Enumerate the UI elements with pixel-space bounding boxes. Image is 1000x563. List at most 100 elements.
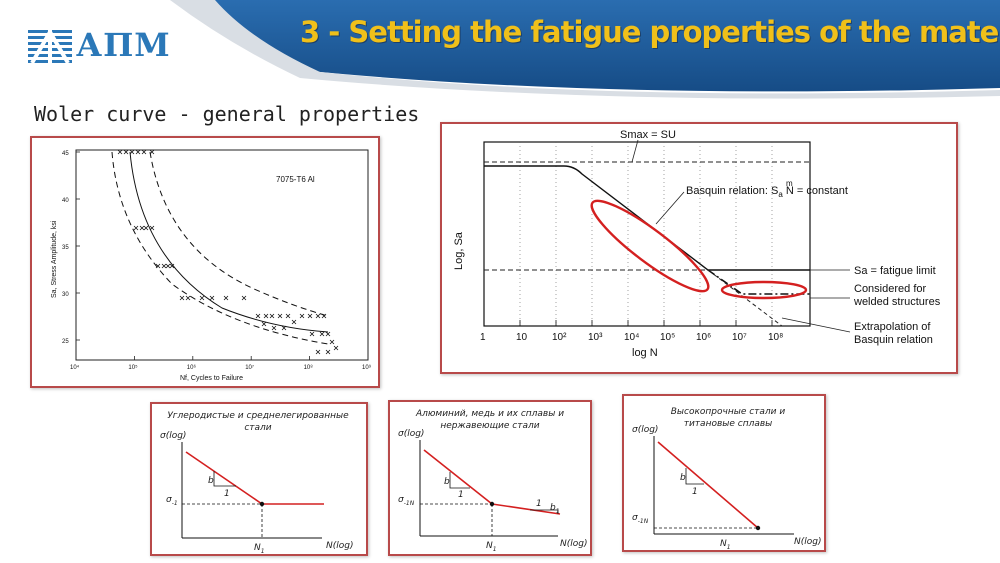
log-sn-diagram: 1 10 10² 10³ 10⁴ 10⁵ 10⁶ 10⁷ 10⁸ Smax = SU Log, … (453, 129, 941, 359)
woler-test-point (325, 349, 331, 355)
woler-xtick: 10⁸ (304, 364, 314, 371)
woler-test-point (321, 313, 327, 319)
mini-chart-carbon-steel: Углеродистые и среднелегированные стали … (150, 402, 368, 556)
woler-test-point (261, 321, 267, 327)
log-xtick: 10 (516, 332, 528, 343)
mini1-slope (185, 451, 263, 505)
smax-label: Smax = SU (620, 129, 676, 141)
woler-test-point (325, 331, 331, 337)
mini3-b: b (680, 473, 686, 483)
woler-test-point (149, 225, 155, 231)
apm-logo-icon (28, 30, 72, 64)
log-xtick: 10⁴ (624, 332, 639, 343)
basquin-leader (655, 191, 685, 225)
woler-test-point (269, 313, 275, 319)
basquin-ellipse (590, 199, 710, 293)
woler-ytick: 25 (62, 339, 69, 345)
extrapolation-label-1: Extrapolation of (854, 321, 931, 333)
slide-title: 3 - Setting the fatigue properties of th… (300, 15, 1000, 49)
woler-scatter-panel: 7075-T6 Al Sa, Stress Amplitude, ksi Nf,… (30, 136, 380, 388)
mini2-one-b: 1 (536, 499, 542, 509)
woler-test-point (285, 313, 291, 319)
welded-label-1: Considered for (854, 283, 926, 295)
mini3-xlabel: N(log) (794, 537, 821, 547)
woler-test-point (135, 149, 141, 155)
woler-test-point (179, 295, 185, 301)
woler-test-point (309, 331, 315, 337)
woler-test-point (315, 349, 321, 355)
woler-test-point (271, 325, 277, 331)
woler-test-point (161, 263, 167, 269)
woler-test-point (291, 319, 297, 325)
mini2-title-2: нержавеющие стали (440, 421, 539, 431)
mini1-title-1: Углеродистые и среднелегированные (167, 411, 349, 421)
woler-xtick: 10⁹ (362, 364, 372, 371)
woler-test-point (155, 263, 161, 269)
woler-test-point (277, 313, 283, 319)
woler-test-point (315, 313, 321, 319)
woler-xtick: 10⁴ (70, 364, 80, 371)
welded-label-2: welded structures (853, 296, 941, 308)
woler-test-point (123, 149, 129, 155)
woler-test-point (281, 325, 287, 331)
mini2-ylabel: σ(log) (398, 429, 424, 439)
woler-test-point (319, 331, 325, 337)
mini2-sigma: σ-1N (398, 495, 415, 507)
woler-plot-title: 7075-T6 Al (276, 175, 315, 184)
woler-test-point (129, 149, 135, 155)
mini-chart-aluminium: Алюминий, медь и их сплавы и нержавеющие… (388, 400, 592, 556)
woler-xtick: 10⁷ (245, 364, 254, 371)
mini2-n1: N1 (486, 541, 497, 553)
mini3-sigma: σ-1N (632, 513, 649, 525)
fatigue-limit-label: Sa = fatigue limit (854, 265, 936, 277)
woler-test-point (223, 295, 229, 301)
sn-curve (484, 165, 810, 271)
mini2-shallow (491, 503, 561, 515)
basquin-exponent: m (786, 179, 793, 188)
mini2-b1: b1 (550, 503, 560, 515)
woler-ytick: 35 (62, 245, 69, 251)
woler-test-point (333, 345, 339, 351)
woler-lower-bound (111, 151, 329, 345)
woler-xtick: 10⁵ (128, 364, 138, 371)
mini2-one: 1 (458, 490, 464, 500)
mini-chart-high-strength-steel: Высокопрочные стали и титановые сплавы σ… (622, 394, 826, 552)
log-xtick: 10⁶ (696, 332, 711, 343)
woler-test-point (263, 313, 269, 319)
woler-test-point (209, 295, 215, 301)
mini3-title-2: титановые сплавы (684, 419, 773, 429)
mini1-xlabel: N(log) (326, 541, 353, 551)
woler-ytick: 45 (62, 151, 69, 157)
mini2-title-1: Алюминий, медь и их сплавы и (415, 409, 564, 419)
woler-test-point (117, 149, 123, 155)
log-xtick: 10² (552, 332, 567, 343)
smax-leader (631, 139, 639, 163)
section-title: Woler curve - general properties (34, 102, 420, 126)
extrapolation-leader (781, 317, 851, 333)
mini3-n1: N1 (720, 539, 731, 550)
woler-test-point (133, 225, 139, 231)
log-xtick: 10⁵ (660, 332, 675, 343)
woler-test-point (241, 295, 247, 301)
woler-test-point (141, 149, 147, 155)
log-xtick: 1 (480, 332, 486, 343)
mini2-xlabel: N(log) (560, 539, 587, 549)
log-xtick: 10³ (588, 332, 603, 343)
welded-line (707, 269, 810, 295)
mini1-title-2: стали (244, 423, 271, 433)
header-banner (170, 0, 1000, 99)
woler-test-point (169, 263, 175, 269)
woler-ytick: 30 (62, 292, 69, 298)
mini3-ylabel: σ(log) (632, 425, 658, 435)
logo-text: АПМ (76, 26, 171, 64)
woler-test-point (329, 339, 335, 345)
mini3-one: 1 (692, 487, 698, 497)
mini3-title-1: Высокопрочные стали и (671, 407, 786, 417)
extrapolation-label-2: Basquin relation (854, 334, 933, 346)
woler-median-curve (129, 151, 329, 333)
mini1-one: 1 (224, 489, 230, 499)
woler-test-point (307, 313, 313, 319)
mini1-n1: N1 (254, 543, 265, 554)
mini2-b: b (444, 477, 450, 487)
log-sn-panel: 1 10 10² 10³ 10⁴ 10⁵ 10⁶ 10⁷ 10⁸ Smax = SU Log, … (440, 122, 958, 374)
